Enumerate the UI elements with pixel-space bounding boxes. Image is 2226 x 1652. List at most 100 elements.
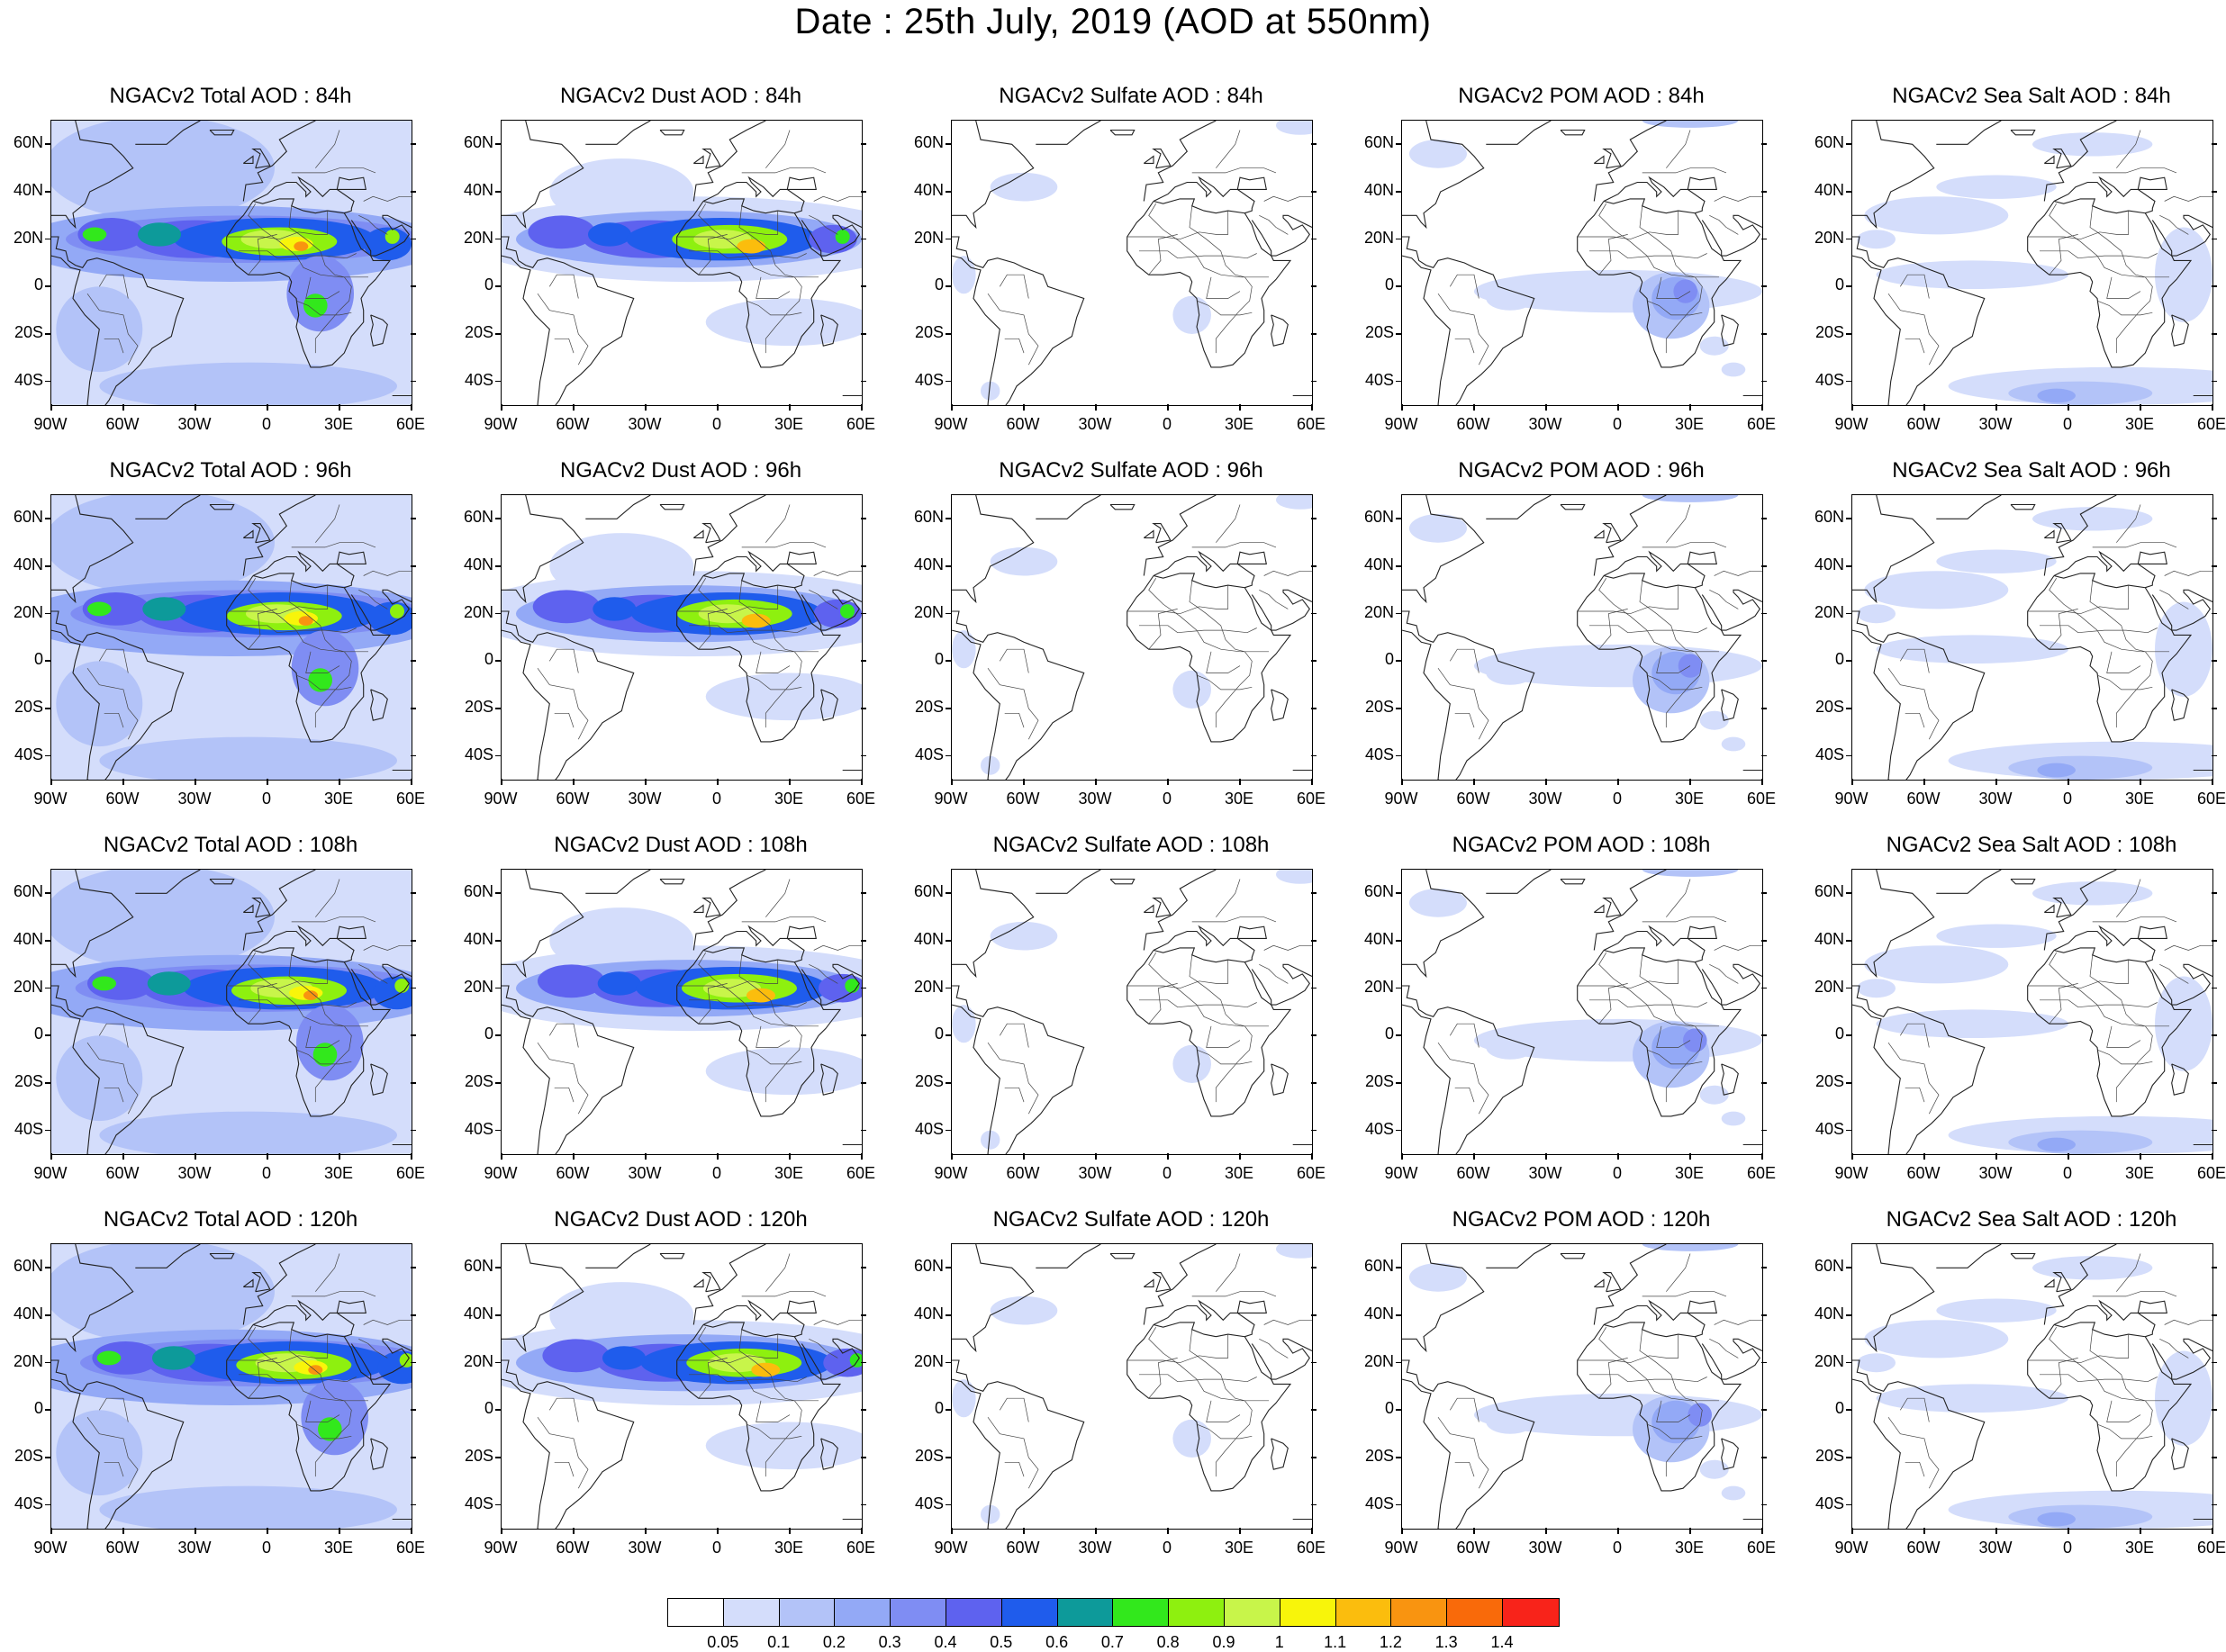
country-border <box>689 625 807 634</box>
lat-tick-label: 40S <box>1814 745 1844 763</box>
lat-tick <box>1311 940 1317 942</box>
country-border <box>1148 952 1269 1027</box>
coastline <box>1852 610 1986 780</box>
lat-tick <box>495 1267 501 1268</box>
coastline <box>51 1359 185 1529</box>
coastline <box>1127 947 1292 1117</box>
lat-tick <box>2212 143 2217 145</box>
country-border <box>1004 338 1025 354</box>
colorbar-label: 0.9 <box>1212 1633 1235 1651</box>
country-border <box>1148 234 1178 275</box>
country-border <box>689 1374 807 1383</box>
country-border <box>86 1416 139 1489</box>
lat-tick <box>1846 754 1851 757</box>
lat-tick-label: 40S <box>914 1119 944 1138</box>
lat-tick-label: 60N <box>1363 133 1394 152</box>
coastline <box>2010 878 2036 885</box>
coastline <box>1721 1063 1739 1096</box>
lat-tick <box>1846 987 1851 989</box>
aod-contour <box>1642 1244 1739 1251</box>
lon-tick <box>1617 1528 1619 1534</box>
lon-tick-label: 30E <box>1224 1539 1254 1557</box>
country-border <box>746 1049 802 1065</box>
coastline <box>1602 898 1622 918</box>
lat-tick <box>45 380 50 383</box>
country-border <box>549 1397 579 1422</box>
lat-tick <box>1311 285 1317 287</box>
country-border <box>1450 1397 1479 1422</box>
country-border <box>1263 1319 1312 1325</box>
lat-tick <box>2212 518 2217 519</box>
lat-tick <box>411 1457 416 1458</box>
lat-tick-label: 20N <box>1363 977 1394 996</box>
lat-tick-label: 60N <box>13 133 43 152</box>
country-border <box>239 250 357 259</box>
country-border <box>2116 1253 2141 1292</box>
aod-contour <box>1857 1353 1896 1373</box>
lat-tick <box>1311 1457 1317 1458</box>
lat-tick-label: 40S <box>1364 1119 1394 1138</box>
lat-tick <box>861 1314 866 1316</box>
lon-tick <box>1023 404 1025 411</box>
aod-background <box>952 495 1312 780</box>
lon-tick-label: 60W <box>556 415 590 433</box>
lat-tick-label: 20N <box>463 602 493 621</box>
lon-tick-label: 90W <box>33 790 68 808</box>
lat-tick <box>1761 285 1767 287</box>
lat-tick <box>45 754 50 757</box>
lon-tick-label: 60E <box>395 1539 426 1557</box>
lat-tick-label: 60N <box>1363 508 1394 527</box>
lon-tick <box>1851 1528 1853 1534</box>
coastline <box>1593 1278 1605 1287</box>
lat-tick <box>495 238 501 240</box>
lon-tick <box>1239 1153 1241 1160</box>
lon-tick-label: 30W <box>1078 415 1112 433</box>
lat-tick <box>946 1361 951 1364</box>
lat-tick <box>946 1409 951 1411</box>
lon-tick-label: 60E <box>2196 415 2226 433</box>
lat-tick <box>45 660 50 662</box>
country-border <box>1642 1291 1727 1297</box>
country-border <box>2092 916 2177 923</box>
lat-tick-label: 40N <box>13 930 43 948</box>
country-border <box>358 589 388 609</box>
country-border <box>1189 205 1253 354</box>
lon-tick-label: 60E <box>2196 1539 2226 1557</box>
lat-tick <box>1396 191 1401 193</box>
coastline <box>1577 198 1742 368</box>
coastline <box>1153 925 1255 963</box>
coastline <box>1603 550 1706 589</box>
aod-contour <box>286 256 355 332</box>
coastline <box>1936 121 2002 145</box>
lon-tick-label: 60W <box>105 1539 140 1557</box>
lon-tick-label: 60E <box>846 1164 876 1182</box>
country-border <box>315 1253 340 1292</box>
lat-tick <box>495 708 501 709</box>
country-border <box>809 214 838 235</box>
coastline <box>370 1438 388 1470</box>
lon-tick <box>195 404 196 411</box>
lon-tick-label: 0 <box>1162 1539 1172 1557</box>
colorbar-swatch <box>1280 1599 1336 1626</box>
aod-map <box>502 121 862 405</box>
lon-tick-label: 60E <box>846 790 876 808</box>
country-border <box>2089 1329 2153 1477</box>
lat-tick-label: 0 <box>484 650 493 669</box>
aod-contour <box>813 599 862 628</box>
lat-tick-label: 60N <box>1363 882 1394 901</box>
aod-contour <box>1409 1263 1467 1292</box>
country-border <box>1900 1397 1930 1422</box>
colorbar-swatch <box>1224 1599 1280 1626</box>
country-border <box>741 167 827 174</box>
aod-map <box>952 870 1312 1154</box>
aod-contour <box>549 1282 694 1349</box>
country-border <box>291 916 376 923</box>
aod-contour <box>1276 495 1312 510</box>
coastline <box>1687 1300 1717 1313</box>
country-border <box>1127 211 1229 240</box>
coastline <box>1143 1278 1154 1287</box>
lat-tick-label: 40S <box>1814 1119 1844 1138</box>
lat-tick <box>495 1129 501 1132</box>
country-border <box>104 1461 124 1477</box>
lat-tick <box>861 565 866 567</box>
